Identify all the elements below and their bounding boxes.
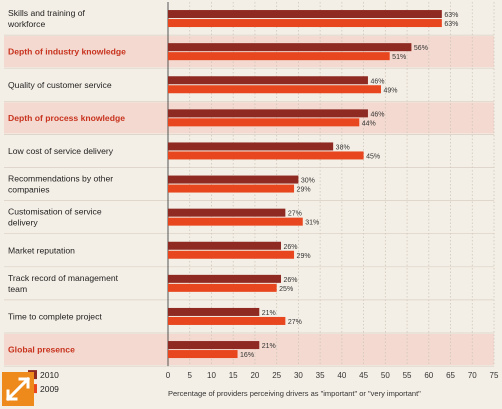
value-label-2009-3: 49% (383, 87, 397, 94)
value-label-2010-9: 26% (284, 277, 298, 284)
legend-label-2009: 2009 (40, 384, 59, 394)
category-label: Quality of customer service (8, 80, 112, 90)
value-label-2009-1: 63% (444, 21, 458, 28)
expand-button[interactable] (2, 372, 34, 406)
category-label: Depth of industry knowledge (8, 47, 126, 57)
value-label-2010-4: 46% (370, 111, 384, 118)
category-label: Market reputation (8, 245, 75, 255)
value-label-2009-5: 45% (366, 153, 380, 160)
value-label-2010-11: 21% (262, 343, 276, 350)
bar-2009-8 (168, 250, 295, 259)
x-axis-label: Percentage of providers perceiving drive… (168, 389, 421, 398)
category-label: Skills and training of workforce (7, 8, 86, 29)
bar-2009-10 (168, 316, 286, 325)
bar-2009-1 (168, 19, 442, 28)
bar-2010-4 (168, 109, 368, 118)
x-tick-label: 30 (294, 371, 303, 380)
bar-2009-7 (168, 217, 303, 226)
category-label: Customisation of service delivery (8, 207, 102, 228)
x-tick-label: 55 (403, 371, 412, 380)
value-label-2009-6: 29% (297, 187, 311, 194)
value-label-2009-4: 44% (362, 120, 376, 127)
category-label: Track record of management team (8, 273, 119, 294)
highlight-band (4, 36, 494, 68)
x-tick-label: 15 (229, 371, 238, 380)
bar-2009-9 (168, 283, 277, 292)
bar-2010-5 (168, 142, 334, 151)
bar-2009-11 (168, 350, 238, 359)
bar-2009-5 (168, 151, 364, 160)
bar-2010-1 (168, 10, 442, 19)
value-label-2010-1: 63% (444, 12, 458, 19)
x-tick-label: 25 (272, 371, 281, 380)
legend-label-2010: 2010 (40, 370, 59, 380)
x-tick-label: 5 (188, 371, 193, 380)
value-label-2009-10: 27% (288, 319, 302, 326)
bar-2009-2 (168, 52, 390, 61)
category-label: Time to complete project (8, 311, 102, 321)
value-label-2010-7: 27% (288, 211, 302, 218)
bar-2010-11 (168, 341, 260, 350)
value-label-2009-7: 31% (305, 220, 319, 227)
x-tick-label: 20 (250, 371, 259, 380)
category-label: Low cost of service delivery (8, 146, 114, 156)
value-label-2009-9: 25% (279, 286, 293, 293)
bar-2010-6 (168, 175, 299, 184)
bar-2010-10 (168, 307, 260, 316)
bar-2010-2 (168, 43, 412, 52)
expand-arrows-icon (5, 376, 31, 402)
value-label-2010-2: 56% (414, 45, 428, 52)
value-label-2010-6: 30% (301, 178, 315, 185)
value-label-2010-5: 38% (336, 144, 350, 151)
value-label-2010-8: 26% (284, 244, 298, 251)
x-tick-label: 35 (316, 371, 325, 380)
x-tick-label: 75 (490, 371, 499, 380)
bar-2010-9 (168, 274, 282, 283)
x-tick-label: 70 (468, 371, 477, 380)
value-label-2010-3: 46% (370, 78, 384, 85)
bar-2010-3 (168, 76, 368, 85)
x-tick-label: 60 (424, 371, 433, 380)
x-tick-label: 0 (166, 371, 171, 380)
bar-2009-3 (168, 85, 381, 94)
value-label-2009-8: 29% (297, 253, 311, 260)
x-tick-label: 50 (381, 371, 390, 380)
x-tick-label: 45 (359, 371, 368, 380)
bar-2010-8 (168, 241, 282, 250)
value-label-2009-11: 16% (240, 352, 254, 359)
x-tick-label: 65 (446, 371, 455, 380)
highlight-band (4, 102, 494, 134)
value-label-2010-10: 21% (262, 310, 276, 317)
value-label-2009-2: 51% (392, 54, 406, 61)
bar-2010-7 (168, 208, 286, 217)
category-label: Depth of process knowledge (8, 113, 125, 123)
x-tick-label: 40 (337, 371, 346, 380)
highlight-band (4, 334, 494, 366)
bar-2009-6 (168, 184, 295, 193)
category-label: Recommendations by other companies (8, 174, 113, 195)
x-tick-label: 10 (207, 371, 216, 380)
category-label: Global presence (8, 345, 75, 355)
bar-2009-4 (168, 118, 360, 127)
